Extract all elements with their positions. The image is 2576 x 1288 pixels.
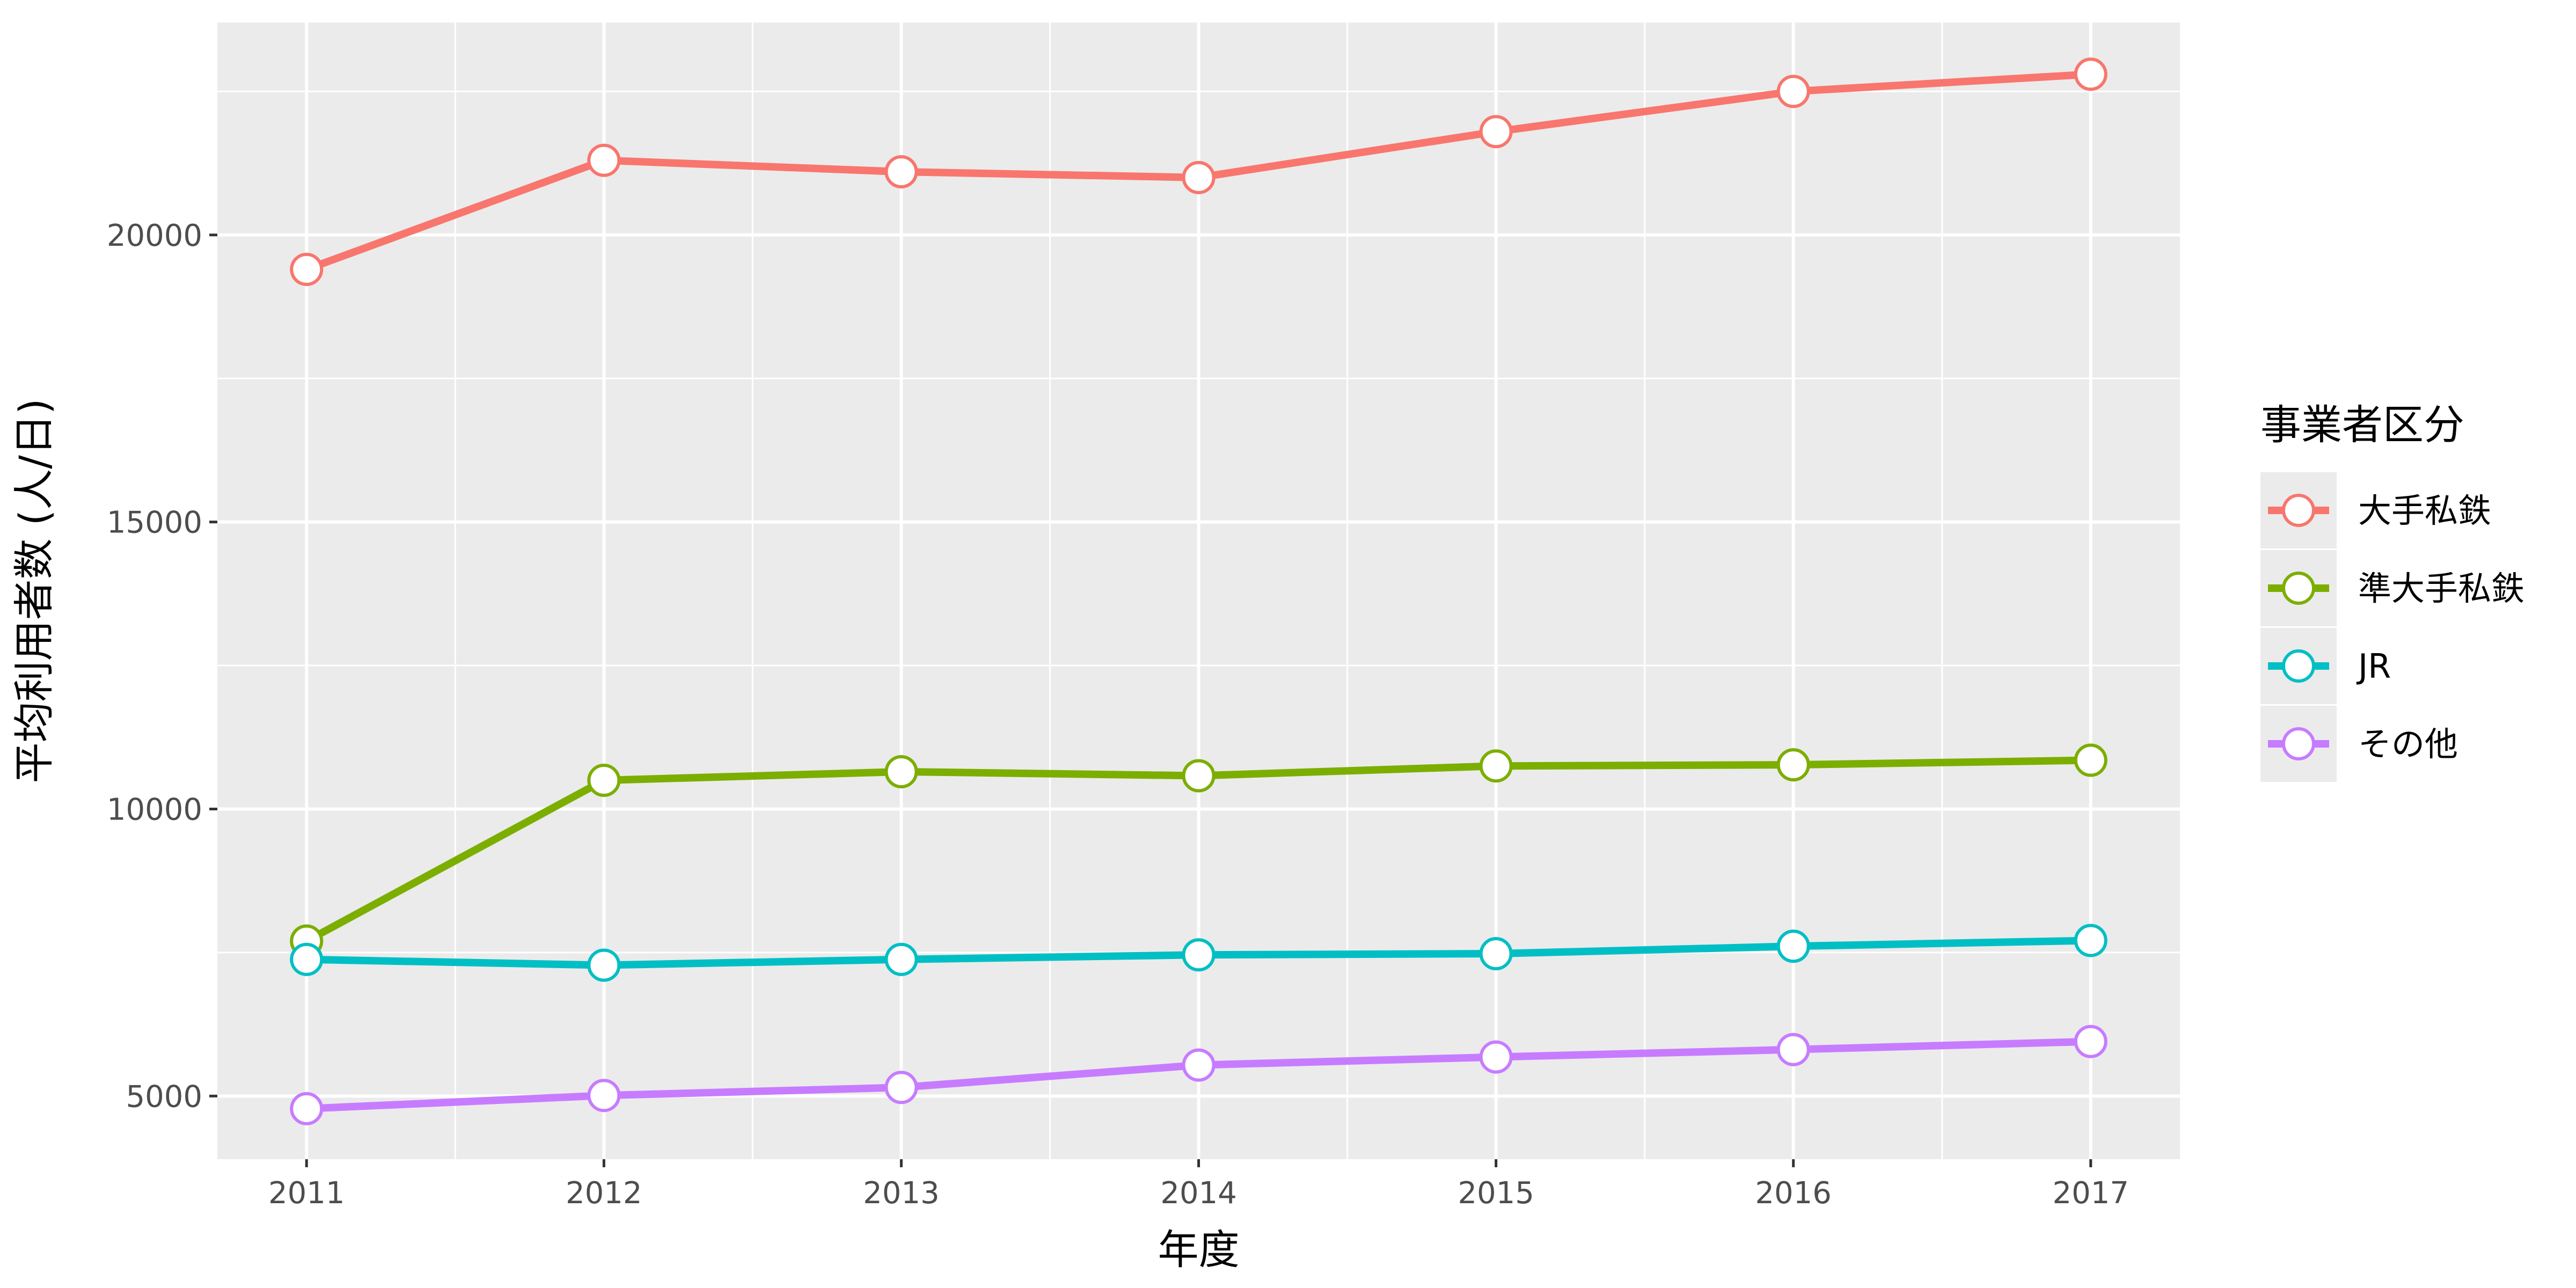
series-layer — [290, 57, 2107, 1125]
y-tick-label: 5000 — [126, 1079, 202, 1114]
data-point — [1776, 748, 1810, 782]
x-tick-label: 2014 — [1160, 1176, 1237, 1211]
data-point — [2074, 924, 2107, 957]
y-tick-label: 15000 — [107, 506, 202, 540]
data-point — [587, 143, 621, 177]
data-point — [884, 1071, 918, 1104]
legend-key-point — [2282, 494, 2315, 527]
x-tick-label: 2015 — [1458, 1176, 1534, 1211]
legend-key-point — [2282, 572, 2315, 605]
data-point — [1182, 160, 1216, 194]
data-point — [1182, 1048, 1216, 1082]
data-point — [884, 755, 918, 788]
data-point — [884, 942, 918, 976]
y-tick-label: 10000 — [107, 792, 202, 827]
legend-key-point — [2282, 649, 2315, 683]
x-tick-label: 2012 — [566, 1176, 642, 1211]
data-point — [290, 1092, 324, 1125]
x-tick-label: 2013 — [863, 1176, 940, 1211]
y-axis-title: 平均利用者数 (人/日) — [10, 398, 58, 783]
data-point — [1776, 75, 1810, 108]
legend-label: 大手私鉄 — [2358, 491, 2491, 530]
x-tick-label: 2017 — [2053, 1176, 2129, 1211]
x-tick-label: 2011 — [268, 1176, 345, 1211]
y-tick-label: 20000 — [107, 218, 202, 253]
legend-key-point — [2282, 727, 2315, 760]
x-tick-label: 2016 — [1755, 1176, 1832, 1211]
data-point — [884, 155, 918, 189]
data-point — [290, 942, 324, 976]
data-point — [2074, 57, 2107, 91]
data-point — [1479, 1040, 1513, 1074]
x-axis-title: 年度 — [1158, 1226, 1240, 1274]
data-point — [290, 252, 324, 286]
y-axis: 5000 10000 15000 20000 — [107, 218, 217, 1114]
data-point — [1182, 938, 1216, 972]
legend-title: 事業者区分 — [2260, 401, 2464, 449]
data-point — [2074, 1024, 2107, 1058]
legend-label: その他 — [2358, 724, 2458, 764]
legend-label: JR — [2356, 647, 2391, 686]
data-point — [2074, 743, 2107, 777]
legend-label: 準大手私鉄 — [2358, 569, 2524, 608]
data-point — [587, 948, 621, 982]
data-point — [1182, 759, 1216, 793]
data-point — [1479, 937, 1513, 971]
data-point — [1479, 115, 1513, 149]
data-point — [587, 1079, 621, 1113]
data-point — [1479, 749, 1513, 783]
data-point — [587, 764, 621, 797]
data-point — [1776, 930, 1810, 963]
data-point — [1776, 1033, 1810, 1066]
x-axis: 2011 2012 2013 2014 2015 2016 2017 — [268, 1159, 2129, 1211]
